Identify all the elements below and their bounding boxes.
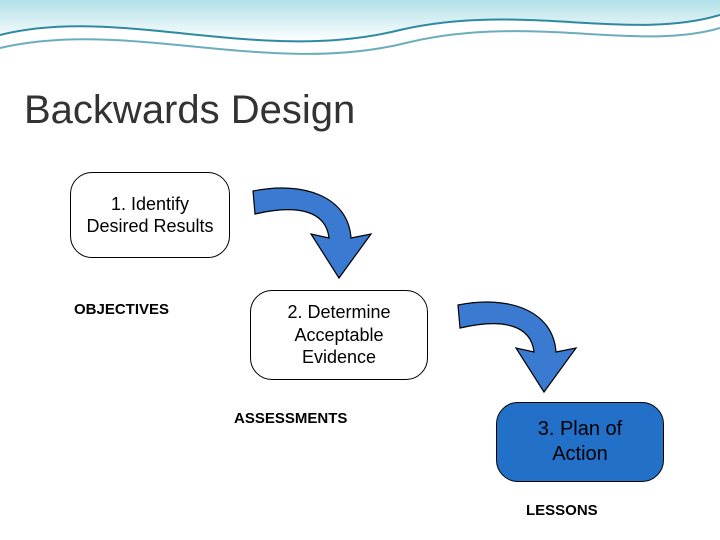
step-1-text: 1. Identify Desired Results xyxy=(85,193,215,238)
step-2-box: 2. Determine Acceptable Evidence xyxy=(250,290,428,380)
arrow-1-to-2 xyxy=(243,176,383,286)
step-3-box: 3. Plan of Action xyxy=(496,402,664,482)
assessments-label: ASSESSMENTS xyxy=(234,410,347,427)
arrow-2-to-3 xyxy=(448,290,588,400)
step-2-text: 2. Determine Acceptable Evidence xyxy=(265,301,413,369)
objectives-label: OBJECTIVES xyxy=(74,301,169,318)
wave-decoration xyxy=(0,0,720,80)
lessons-label: LESSONS xyxy=(526,502,598,519)
step-1-box: 1. Identify Desired Results xyxy=(70,172,230,258)
page-title: Backwards Design xyxy=(24,88,355,133)
step-3-text: 3. Plan of Action xyxy=(511,417,649,467)
